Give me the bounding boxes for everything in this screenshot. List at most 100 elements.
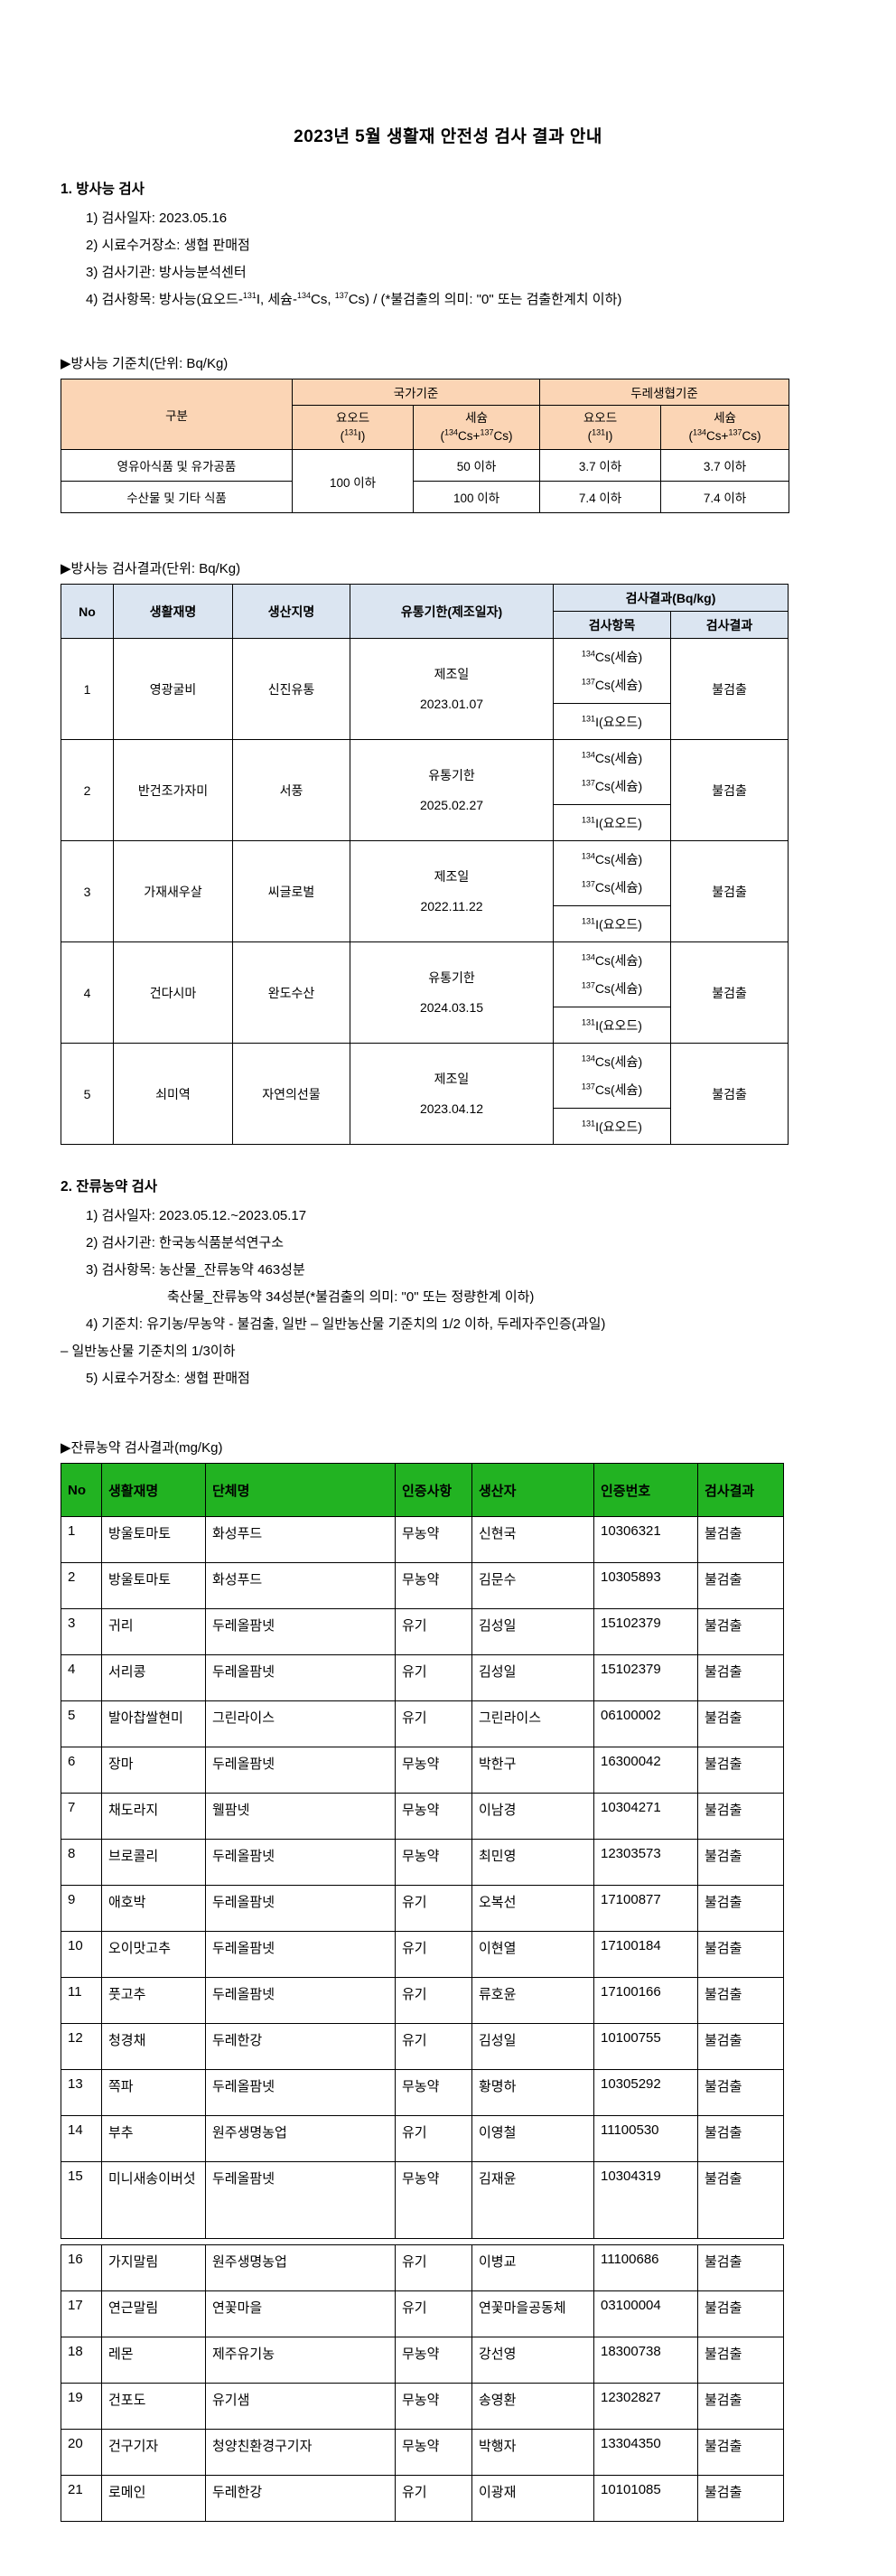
data-cell: 유기 — [395, 2290, 472, 2337]
data-cell: 100 이하 — [413, 481, 540, 513]
standards-table: 구분 국가기준 두레생협기준 요오드 (131I) 세슘 (134Cs+137Cs)… — [61, 379, 789, 513]
superscript-mass-number: 131 — [582, 1016, 596, 1026]
header-cell: 인증사항 — [395, 1463, 472, 1517]
header-line: (131I) — [542, 427, 658, 445]
data-cell: 10101085 — [593, 2475, 698, 2522]
data-cell: 불검출 — [697, 2337, 784, 2384]
data-cell: 3 — [61, 840, 114, 942]
data-cell: 서풍 — [232, 739, 350, 841]
data-cell: 청양친환경구기자 — [205, 2429, 396, 2476]
text-segment: ( — [688, 429, 694, 443]
data-cell: 쪽파 — [101, 2069, 206, 2116]
data-cell: 쇠미역 — [113, 1043, 233, 1145]
header-cell: 세슘 (134Cs+137Cs) — [660, 405, 789, 450]
header-line: (131I) — [294, 427, 411, 445]
data-cell: 불검출 — [697, 2069, 784, 2116]
data-cell: 자연의선물 — [232, 1043, 350, 1145]
data-cell: 무농약 — [395, 1747, 472, 1794]
data-cell: 15102379 — [593, 1608, 698, 1655]
superscript-mass-number: 131 — [582, 814, 596, 824]
data-cell: 유기 — [395, 2115, 472, 2162]
header-line: (134Cs+137Cs) — [663, 427, 787, 445]
table-row: 19 건포도 유기샘 무농약 송영환 12302827 불검출 — [61, 2383, 784, 2430]
data-cell: 풋고추 — [101, 1977, 206, 2024]
date-type: 제조일 — [434, 1072, 470, 1087]
data-cell: 부추 — [101, 2115, 206, 2162]
data-cell: 가지말림 — [101, 2244, 206, 2291]
table-row: 13 쪽파 두레올팜넷 무농약 황명하 10305292 불검출 — [61, 2069, 784, 2116]
data-cell: 로메인 — [101, 2475, 206, 2522]
data-cell: 11 — [61, 1977, 102, 2024]
data-cell: 5 — [61, 1043, 114, 1145]
data-cell: 131I(요오드) — [553, 804, 671, 841]
data-cell: 김재윤 — [471, 2161, 594, 2239]
data-cell: 두레올팜넷 — [205, 2161, 396, 2239]
data-cell: 12 — [61, 2023, 102, 2070]
data-cell: 17 — [61, 2290, 102, 2337]
data-cell: 무농약 — [395, 1793, 472, 1840]
header-cell: 세슘 (134Cs+137Cs) — [413, 405, 540, 450]
isotope-label: 137Cs(세슘) — [555, 874, 668, 901]
text-segment: ( — [587, 429, 593, 443]
data-cell: 20 — [61, 2429, 102, 2476]
text-segment: I) — [605, 429, 613, 443]
superscript-mass-number: 137 — [728, 427, 742, 437]
text-segment: ( — [340, 429, 345, 443]
data-cell: 유기 — [395, 1931, 472, 1978]
data-cell: 무농약 — [395, 2383, 472, 2430]
list-item: 2) 검사기관: 한국농식품분석연구소 — [86, 1235, 285, 1251]
header-cell: 검사결과 — [697, 1463, 784, 1517]
pesticide-header-row: No 생활재명 단체명 인증사항 생산자 인증번호 검사결과 — [61, 1463, 784, 1517]
text-segment: Cs(세슘) — [594, 650, 643, 665]
superscript-mass-number: 137 — [480, 427, 494, 437]
table-row: 18 레몬 제주유기농 무농약 강선영 18300738 불검출 — [61, 2337, 784, 2384]
data-cell: 유기 — [395, 2475, 472, 2522]
data-cell: 불검출 — [697, 1608, 784, 1655]
table-row: 2 방울토마토 화성푸드 무농약 김문수 10305893 불검출 — [61, 1562, 784, 1609]
header-cell: 생활재명 — [113, 584, 233, 639]
data-cell: 김성일 — [471, 1608, 594, 1655]
table-row: 4 서리콩 두레올팜넷 유기 김성일 15102379 불검출 — [61, 1654, 784, 1701]
data-cell: 11100686 — [593, 2244, 698, 2291]
table-row: 21 로메인 두레한강 유기 이광재 10101085 불검출 — [61, 2475, 784, 2522]
header-line: 요오드 — [583, 411, 618, 426]
text-segment: I, 세슘- — [256, 292, 297, 307]
date-value: 2023.01.07 — [419, 696, 484, 711]
data-cell: 16300042 — [593, 1747, 698, 1794]
data-cell: 브로콜리 — [101, 1839, 206, 1886]
data-cell: 불검출 — [697, 2023, 784, 2070]
data-cell: 12303573 — [593, 1839, 698, 1886]
date-value: 2025.02.27 — [419, 797, 484, 812]
list-item: 5) 시료수거장소: 생협 판매점 — [86, 1371, 250, 1386]
data-cell: 18 — [61, 2337, 102, 2384]
data-cell: 이병교 — [471, 2244, 594, 2291]
superscript-mass-number: 134 — [581, 649, 595, 659]
data-cell: 12302827 — [593, 2383, 698, 2430]
data-cell: 미니새송이버섯 — [101, 2161, 206, 2239]
list-item: 3) 검사기관: 방사능분석센터 — [86, 265, 247, 280]
data-cell: 무농약 — [395, 1562, 472, 1609]
data-cell: 불검출 — [697, 1747, 784, 1794]
data-cell: 두레한강 — [205, 2475, 396, 2522]
pesticide-body-part1: 1 방울토마토 화성푸드 무농약 신현국 10306321 불검출 2 방울토마토 화성푸드 무농약… — [61, 1516, 784, 2239]
data-cell: 2 — [61, 1562, 102, 1609]
data-cell: 반건조가자미 — [113, 739, 233, 841]
data-cell: 3 — [61, 1608, 102, 1655]
list-item: 3) 검사항목: 농산물_잔류농약 463성분 — [86, 1262, 305, 1278]
data-cell: 10305292 — [593, 2069, 698, 2116]
data-cell: 무농약 — [395, 1839, 472, 1886]
table-row: 2 반건조가자미 서풍 유통기한 2025.02.27 134Cs(세슘) 13… — [61, 739, 789, 841]
data-cell: 영유아식품 및 유가공품 — [61, 449, 293, 482]
table-row: 12 청경채 두레한강 유기 김성일 10100755 불검출 — [61, 2023, 784, 2070]
data-cell: 청경채 — [101, 2023, 206, 2070]
table-row: 10 오이맛고추 두레올팜넷 유기 이현열 17100184 불검출 — [61, 1931, 784, 1978]
header-line: 세슘 — [465, 411, 488, 426]
data-cell: 03100004 — [593, 2290, 698, 2337]
text-segment: Cs(세슘) — [594, 751, 643, 766]
data-cell: 불검출 — [669, 638, 789, 740]
data-cell: 10100755 — [593, 2023, 698, 2070]
data-cell: 불검출 — [697, 2383, 784, 2430]
superscript-mass-number: 134 — [581, 750, 595, 760]
data-cell: 유기 — [395, 1608, 472, 1655]
date-type: 유통기한 — [428, 970, 475, 986]
